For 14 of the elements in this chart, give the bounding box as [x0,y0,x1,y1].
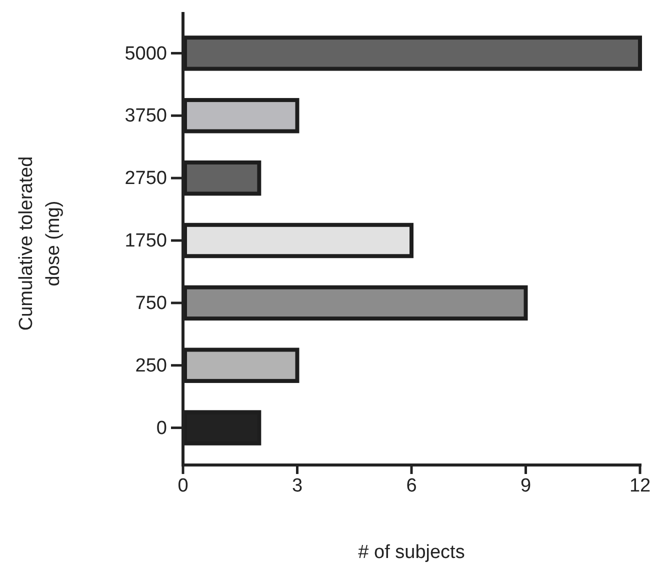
x-tick-label: 0 [178,475,188,496]
x-tick-label: 12 [629,475,651,496]
y-tick-label: 0 [156,418,167,439]
y-tick-label: 1750 [124,230,167,252]
y-axis-title: Cumulative tolerated dose (mg) [16,156,64,331]
y-tick-label: 2750 [124,168,167,190]
y-tick-label: 250 [135,355,167,376]
x-axis-title: # of subjects [358,542,465,563]
y-tick-label: 750 [135,293,167,314]
x-tick-label: 6 [406,475,417,496]
x-tick-label: 9 [520,475,532,496]
y-tick-label: 5000 [124,43,167,64]
y-tick-label: 3750 [124,106,167,127]
x-tick-label: 3 [292,475,303,496]
